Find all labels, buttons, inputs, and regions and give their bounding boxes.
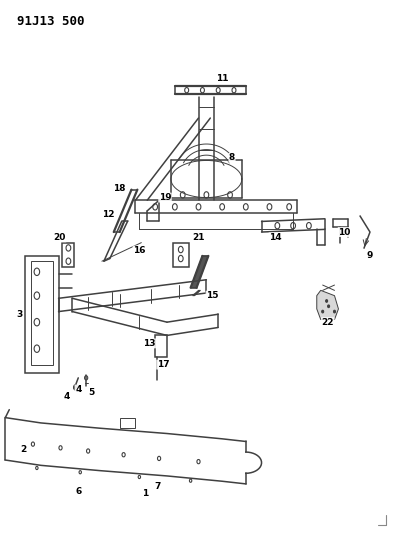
Text: 4: 4 bbox=[75, 385, 81, 394]
Text: 1: 1 bbox=[142, 489, 148, 498]
Text: 3: 3 bbox=[16, 310, 22, 319]
Text: 2: 2 bbox=[20, 445, 26, 454]
Text: 21: 21 bbox=[192, 233, 205, 242]
Text: 10: 10 bbox=[338, 228, 351, 237]
Polygon shape bbox=[317, 290, 339, 319]
Polygon shape bbox=[193, 290, 200, 296]
Text: 6: 6 bbox=[75, 487, 81, 496]
Text: 8: 8 bbox=[229, 154, 235, 163]
Circle shape bbox=[326, 300, 328, 302]
Text: 18: 18 bbox=[114, 183, 126, 192]
Text: 9: 9 bbox=[367, 252, 373, 261]
Text: 15: 15 bbox=[206, 291, 218, 300]
Text: 22: 22 bbox=[322, 318, 334, 327]
Polygon shape bbox=[191, 256, 208, 288]
Text: 20: 20 bbox=[54, 233, 66, 242]
Text: 13: 13 bbox=[143, 339, 156, 348]
Circle shape bbox=[322, 310, 324, 313]
Text: 4: 4 bbox=[63, 392, 69, 401]
Text: 12: 12 bbox=[102, 210, 114, 219]
Text: 11: 11 bbox=[216, 74, 228, 83]
Text: 91J13 500: 91J13 500 bbox=[17, 14, 85, 28]
Text: 16: 16 bbox=[133, 246, 146, 255]
Circle shape bbox=[328, 305, 330, 308]
Text: 17: 17 bbox=[157, 360, 170, 369]
Text: 19: 19 bbox=[159, 193, 171, 202]
Circle shape bbox=[333, 310, 335, 313]
Text: 5: 5 bbox=[88, 388, 94, 397]
Text: 14: 14 bbox=[269, 233, 282, 242]
Circle shape bbox=[75, 386, 76, 389]
Text: 7: 7 bbox=[154, 482, 160, 491]
